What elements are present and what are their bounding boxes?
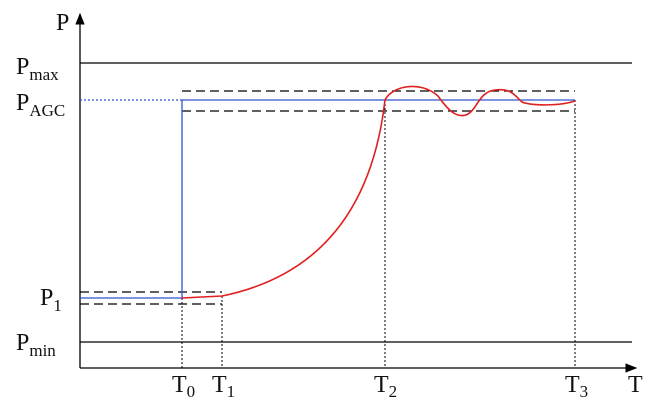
label-subscript: 0 (187, 382, 196, 401)
level-label: PAGC (16, 90, 65, 120)
label-subscript: max (29, 65, 59, 84)
time-label: T1 (212, 372, 235, 401)
label-main: T (212, 372, 227, 398)
y-axis-label: P (56, 10, 69, 36)
level-label: P1 (40, 285, 62, 315)
label-main: T (374, 372, 389, 398)
x-axis-label: T (628, 372, 643, 398)
label-main: P (16, 90, 29, 116)
label-subscript: 2 (389, 382, 398, 401)
label-subscript: min (29, 341, 56, 360)
time-label: T3 (565, 372, 588, 401)
time-label: T0 (172, 372, 195, 401)
time-label: T2 (374, 372, 397, 401)
label-main: P (40, 285, 53, 311)
tolerance-bands (80, 90, 575, 305)
agc-command (80, 99, 575, 299)
label-subscript: 1 (53, 296, 62, 315)
level-label: Pmax (16, 54, 59, 84)
label-subscript: AGC (29, 101, 65, 120)
label-main: P (16, 54, 29, 80)
time-guides (181, 100, 576, 368)
level-label: Pmin (16, 330, 56, 360)
unit-response (181, 85, 576, 299)
label-main: T (172, 372, 187, 398)
label-main: T (565, 372, 580, 398)
label-main: P (16, 330, 29, 356)
label-subscript: 1 (227, 382, 236, 401)
label-subscript: 3 (580, 382, 589, 401)
